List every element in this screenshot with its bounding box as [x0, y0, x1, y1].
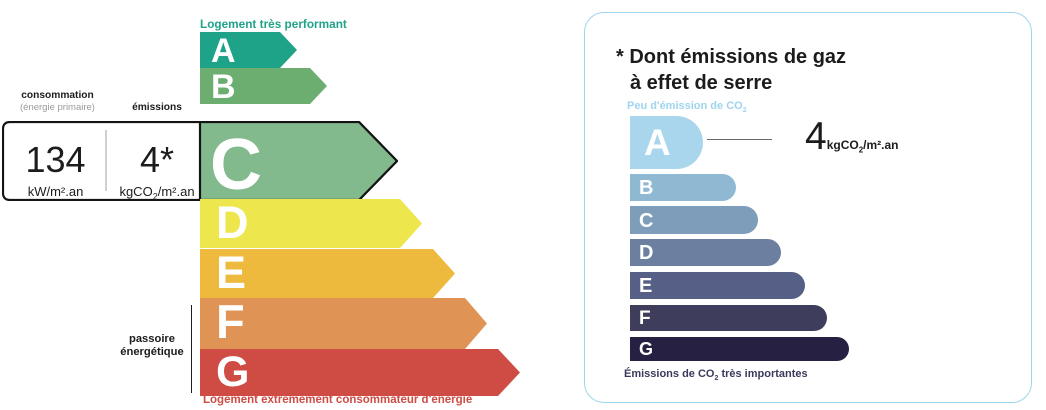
- svg-text:C: C: [210, 125, 262, 201]
- svg-text:E: E: [639, 275, 652, 297]
- svg-text:G: G: [639, 339, 653, 359]
- svg-text:A: A: [644, 122, 671, 163]
- svg-text:D: D: [639, 242, 653, 264]
- svg-text:B: B: [639, 177, 653, 199]
- svg-text:G: G: [216, 349, 249, 396]
- svg-text:E: E: [216, 249, 246, 298]
- svg-text:F: F: [216, 298, 245, 348]
- svg-text:A: A: [211, 32, 236, 68]
- svg-text:F: F: [639, 308, 651, 329]
- svg-text:C: C: [639, 210, 653, 232]
- svg-text:B: B: [211, 68, 236, 104]
- svg-text:D: D: [216, 199, 249, 248]
